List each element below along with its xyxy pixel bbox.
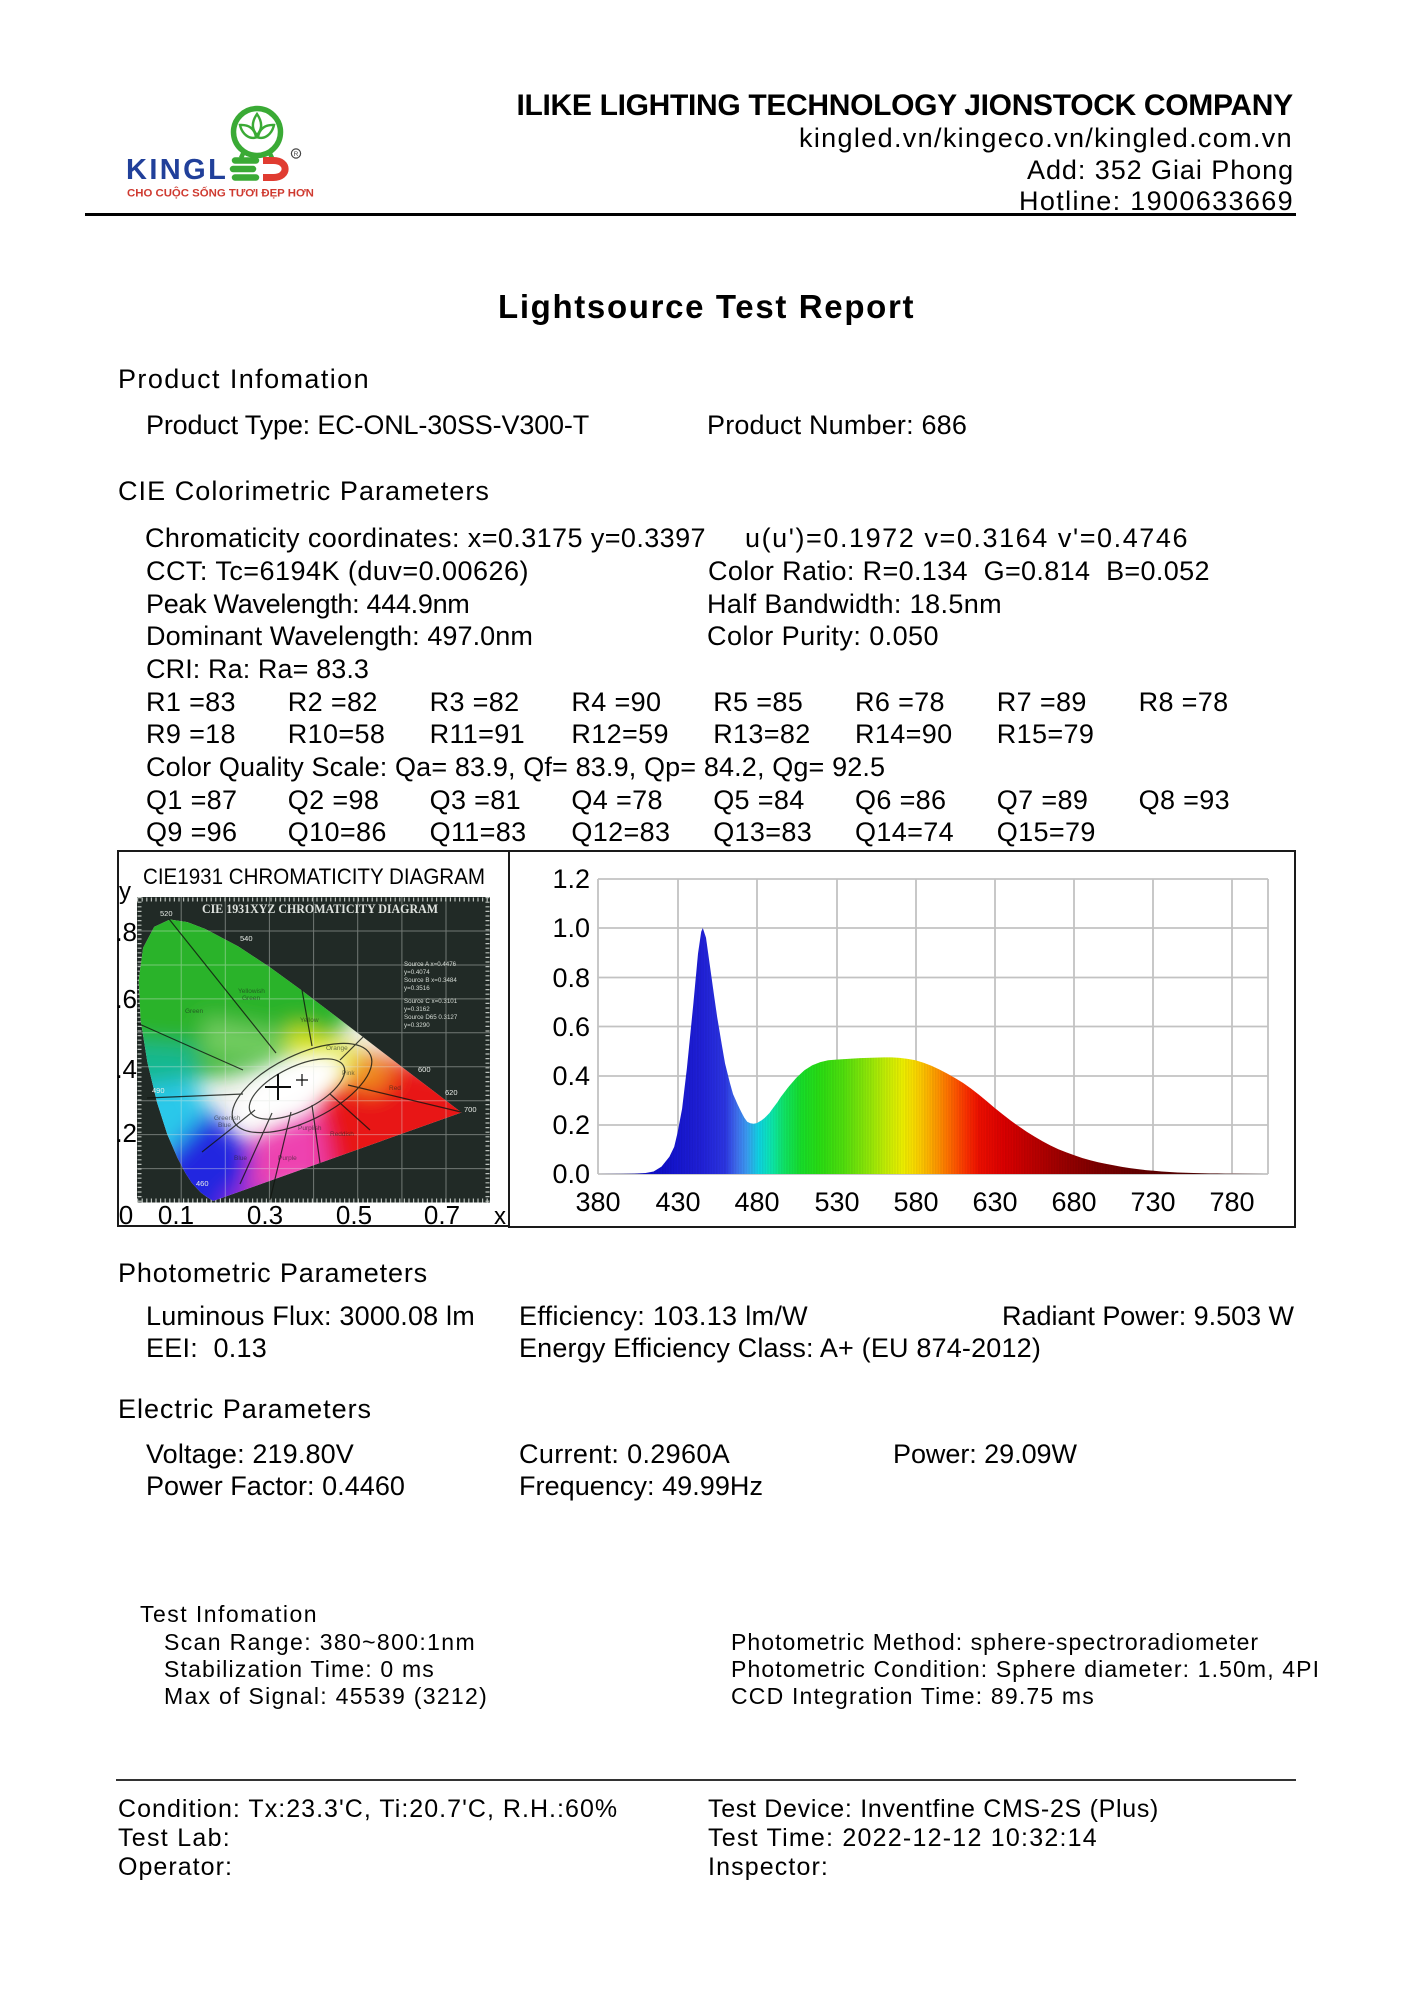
svg-text:490: 490 bbox=[152, 1086, 165, 1095]
svg-text:Source A x=0.4476: Source A x=0.4476 bbox=[404, 961, 457, 968]
svg-text:y=0.4074: y=0.4074 bbox=[404, 969, 430, 976]
svg-text:380: 380 bbox=[575, 1187, 620, 1217]
svg-text:Orange: Orange bbox=[326, 1045, 348, 1052]
svg-text:0.8: 0.8 bbox=[552, 963, 590, 993]
svg-text:KINGL: KINGL bbox=[126, 154, 228, 186]
svg-text:y=0.3162: y=0.3162 bbox=[404, 1006, 430, 1013]
svg-text:Red: Red bbox=[389, 1085, 401, 1092]
svg-text:.4: .4 bbox=[115, 1054, 137, 1084]
svg-text:680: 680 bbox=[1051, 1187, 1096, 1217]
svg-text:Source B x=0.3484: Source B x=0.3484 bbox=[404, 977, 457, 984]
svg-text:Source D65 0.3127: Source D65 0.3127 bbox=[404, 1014, 458, 1021]
svg-text:630: 630 bbox=[972, 1187, 1017, 1217]
svg-text:0.4: 0.4 bbox=[552, 1061, 590, 1091]
svg-text:y=0.3290: y=0.3290 bbox=[404, 1022, 430, 1029]
svg-text:480: 480 bbox=[734, 1187, 779, 1217]
svg-text:Source C x=0.3101: Source C x=0.3101 bbox=[404, 998, 458, 1005]
svg-text:620: 620 bbox=[445, 1088, 458, 1097]
svg-text:.8: .8 bbox=[115, 917, 137, 947]
svg-text:580: 580 bbox=[893, 1187, 938, 1217]
svg-text:CIE1931 CHROMATICITY DIAGRAM: CIE1931 CHROMATICITY DIAGRAM bbox=[143, 864, 485, 889]
svg-text:0.6: 0.6 bbox=[552, 1012, 590, 1042]
svg-text:1.0: 1.0 bbox=[552, 913, 590, 943]
svg-text:Reddish: Reddish bbox=[330, 1131, 354, 1138]
svg-text:R: R bbox=[294, 151, 299, 158]
svg-text:y: y bbox=[119, 878, 131, 905]
svg-text:700: 700 bbox=[464, 1105, 477, 1114]
svg-text:Greenish: Greenish bbox=[214, 1115, 241, 1122]
svg-text:Purplish: Purplish bbox=[298, 1125, 322, 1132]
svg-text:0.5: 0.5 bbox=[336, 1200, 372, 1230]
svg-text:0.0: 0.0 bbox=[552, 1159, 590, 1189]
svg-text:0.2: 0.2 bbox=[552, 1110, 590, 1140]
svg-text:600: 600 bbox=[418, 1065, 431, 1074]
svg-text:CIE 1931XYZ CHROMATICITY DIA: CIE 1931XYZ CHROMATICITY DIAGRAM bbox=[202, 901, 438, 916]
svg-text:0: 0 bbox=[119, 1200, 133, 1230]
svg-text:.2: .2 bbox=[115, 1118, 137, 1148]
svg-text:Green: Green bbox=[242, 995, 260, 1002]
svg-text:Yellow: Yellow bbox=[300, 1017, 319, 1024]
svg-text:Yellowish: Yellowish bbox=[238, 988, 265, 995]
svg-text:540: 540 bbox=[240, 934, 253, 943]
svg-text:0.1: 0.1 bbox=[158, 1200, 194, 1230]
svg-text:CHO CUỘC SỐNG TƯƠI ĐẸP HƠN: CHO CUỘC SỐNG TƯƠI ĐẸP HƠN bbox=[127, 186, 314, 200]
svg-text:780: 780 bbox=[1209, 1187, 1254, 1217]
svg-text:460: 460 bbox=[196, 1179, 209, 1188]
svg-text:Pink: Pink bbox=[342, 1070, 355, 1077]
svg-text:y=0.3516: y=0.3516 bbox=[404, 985, 430, 992]
svg-text:x: x bbox=[494, 1203, 506, 1230]
svg-text:Blue: Blue bbox=[218, 1122, 231, 1129]
svg-text:530: 530 bbox=[814, 1187, 859, 1217]
svg-text:0.7: 0.7 bbox=[424, 1200, 460, 1230]
svg-text:430: 430 bbox=[655, 1187, 700, 1217]
svg-text:0.3: 0.3 bbox=[247, 1200, 283, 1230]
svg-text:Green: Green bbox=[185, 1008, 203, 1015]
svg-text:Purple: Purple bbox=[278, 1155, 297, 1162]
svg-text:730: 730 bbox=[1130, 1187, 1175, 1217]
svg-text:520: 520 bbox=[160, 909, 173, 918]
svg-text:1.2: 1.2 bbox=[552, 864, 590, 894]
svg-text:.6: .6 bbox=[115, 984, 137, 1014]
svg-text:Blue: Blue bbox=[234, 1155, 247, 1162]
